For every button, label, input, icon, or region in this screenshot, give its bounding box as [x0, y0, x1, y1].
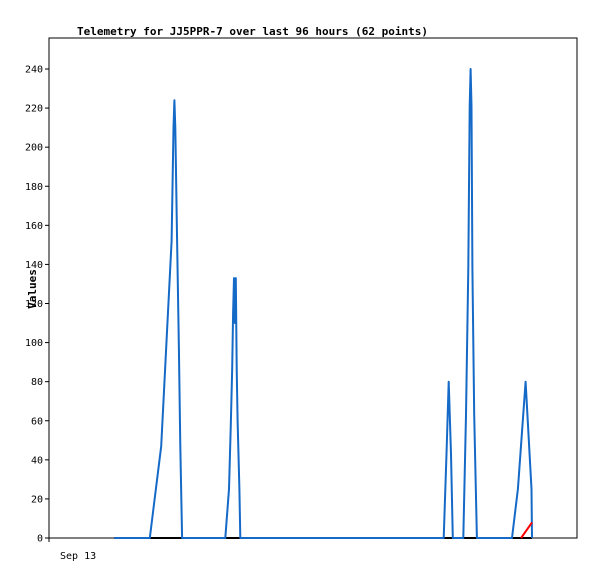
series-line-1 — [520, 521, 533, 539]
y-tick-label: 60 — [31, 416, 43, 427]
y-axis: 0 20 40 60 80 100 120 140 160 180 200 220 240 — [25, 65, 49, 545]
y-tick-label: 120 — [25, 299, 43, 310]
y-tick-label: 0 — [37, 534, 43, 545]
y-tick-label: 140 — [25, 260, 43, 271]
y-tick-label: 180 — [25, 182, 43, 193]
series-layer — [114, 68, 533, 539]
y-tick-label: 100 — [25, 338, 43, 349]
chart-title: Telemetry for JJ5PPR-7 over last 96 hour… — [77, 25, 428, 38]
y-tick-label: 240 — [25, 65, 43, 76]
y-tick-label: 40 — [31, 455, 43, 466]
plot-frame — [48, 37, 578, 539]
y-tick-label: 20 — [31, 494, 43, 505]
x-tick-label: Sep 13 — [60, 551, 96, 562]
y-axis-label: Values — [26, 269, 39, 309]
y-tick-label: 220 — [25, 104, 43, 115]
x-axis: Sep 13 — [48, 538, 96, 562]
series-line-0 — [114, 68, 533, 539]
y-tick-label: 160 — [25, 221, 43, 232]
y-tick-label: 200 — [25, 143, 43, 154]
y-tick-label: 80 — [31, 377, 43, 388]
